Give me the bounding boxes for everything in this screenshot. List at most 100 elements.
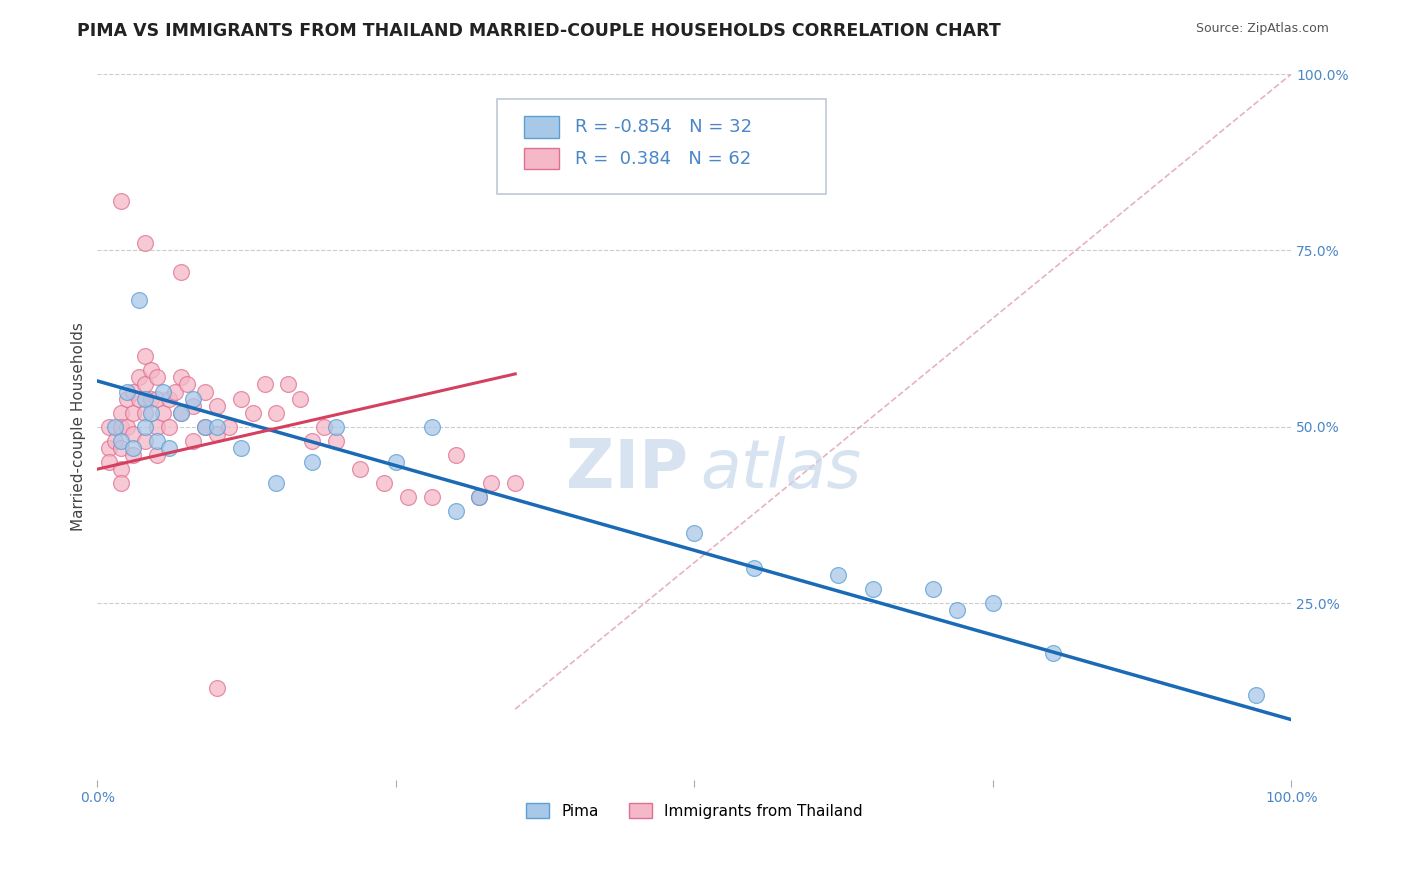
Point (157, 419, 180, 434)
Point (385, 455, 408, 469)
Point (157, 392, 180, 406)
Point (128, 370, 150, 384)
Point (139, 363, 162, 377)
Point (266, 406, 288, 420)
Point (134, 419, 156, 434)
Point (922, 582, 945, 596)
Point (349, 462, 371, 476)
Point (146, 392, 169, 406)
Text: R = -0.854   N = 32: R = -0.854 N = 32 (575, 118, 752, 136)
Point (134, 406, 156, 420)
Point (742, 561, 765, 575)
Point (205, 399, 228, 413)
Point (194, 419, 217, 434)
Point (98, 441, 121, 455)
Point (468, 491, 491, 505)
Point (128, 392, 150, 406)
Point (146, 448, 169, 462)
Point (134, 349, 156, 363)
Point (946, 603, 969, 617)
Point (420, 419, 443, 434)
Point (290, 392, 312, 406)
Point (122, 406, 145, 420)
Point (266, 476, 288, 491)
Point (146, 434, 169, 448)
Point (134, 392, 156, 406)
Text: PIMA VS IMMIGRANTS FROM THAILAND MARRIED-COUPLE HOUSEHOLDS CORRELATION CHART: PIMA VS IMMIGRANTS FROM THAILAND MARRIED… (77, 22, 1001, 40)
Point (139, 406, 162, 420)
Point (98, 455, 121, 469)
Point (128, 293, 150, 307)
Point (277, 377, 299, 392)
Point (104, 419, 127, 434)
Point (444, 504, 467, 518)
Bar (523, 116, 560, 137)
Point (170, 370, 193, 384)
Point (163, 384, 186, 399)
Point (157, 441, 180, 455)
Point (194, 419, 217, 434)
Text: ZIP: ZIP (567, 436, 689, 502)
Point (122, 384, 145, 399)
Point (110, 476, 132, 491)
Point (325, 419, 347, 434)
Point (146, 370, 169, 384)
Point (104, 434, 127, 448)
Point (325, 434, 347, 448)
Point (827, 568, 849, 582)
Point (981, 596, 1004, 610)
Point (98, 419, 121, 434)
Point (181, 399, 204, 413)
Point (134, 377, 156, 392)
Point (205, 681, 228, 695)
Point (301, 434, 323, 448)
Point (110, 462, 132, 476)
Point (170, 406, 193, 420)
Point (181, 392, 204, 406)
Point (314, 419, 336, 434)
Point (115, 419, 138, 434)
Point (110, 441, 132, 455)
Point (683, 525, 706, 540)
Point (242, 406, 264, 420)
Point (218, 419, 240, 434)
Point (194, 384, 217, 399)
Point (146, 419, 169, 434)
Point (205, 426, 228, 441)
Point (134, 236, 156, 251)
Point (181, 434, 204, 448)
Point (152, 384, 174, 399)
Point (253, 377, 276, 392)
Point (396, 491, 419, 505)
Point (503, 476, 526, 491)
Point (110, 434, 132, 448)
Bar (523, 148, 560, 169)
Point (115, 392, 138, 406)
Text: R =  0.384   N = 62: R = 0.384 N = 62 (575, 150, 751, 168)
Point (468, 491, 491, 505)
Point (229, 392, 252, 406)
Point (205, 419, 228, 434)
Point (134, 434, 156, 448)
Point (229, 441, 252, 455)
Point (176, 377, 198, 392)
Point (110, 419, 132, 434)
Point (110, 194, 132, 208)
Text: Source: ZipAtlas.com: Source: ZipAtlas.com (1195, 22, 1329, 36)
Point (420, 491, 443, 505)
Point (139, 392, 162, 406)
Point (1042, 646, 1064, 660)
Point (152, 406, 174, 420)
Point (115, 384, 138, 399)
Point (122, 448, 145, 462)
FancyBboxPatch shape (498, 99, 825, 194)
Point (862, 582, 884, 596)
Point (1244, 688, 1267, 702)
Point (373, 476, 395, 491)
Point (301, 455, 323, 469)
Point (110, 406, 132, 420)
Legend: Pima, Immigrants from Thailand: Pima, Immigrants from Thailand (520, 797, 869, 825)
Point (444, 448, 467, 462)
Point (122, 426, 145, 441)
Point (170, 406, 193, 420)
